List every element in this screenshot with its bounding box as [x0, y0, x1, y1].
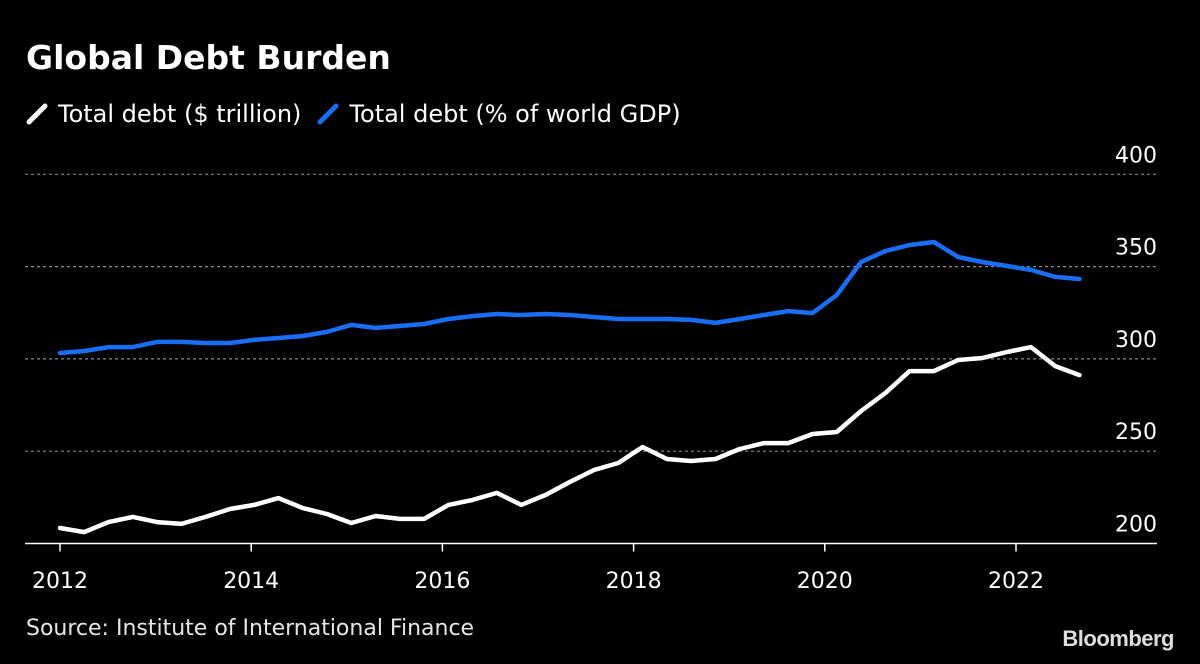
x-tick-label: 2022: [988, 569, 1044, 594]
y-tick-label: 350: [1115, 236, 1157, 261]
series-line-total-debt-gdp: [57, 239, 1082, 356]
y-tick-label: 400: [1115, 143, 1157, 168]
series-line-total-debt-trillion: [57, 344, 1082, 535]
legend-item-total-debt-gdp: Total debt (% of world GDP): [317, 100, 681, 128]
legend-label: Total debt ($ trillion): [58, 100, 302, 128]
y-tick-label: 250: [1115, 420, 1157, 445]
x-tick-label: 2020: [797, 569, 853, 594]
legend: Total debt ($ trillion) Total debt (% of…: [26, 100, 697, 128]
x-tick-label: 2012: [32, 569, 88, 594]
legend-swatch-white: [26, 103, 48, 125]
source-note: Source: Institute of International Finan…: [26, 616, 475, 641]
y-tick-label: 200: [1115, 513, 1157, 538]
y-tick-label: 300: [1115, 328, 1157, 353]
x-tick-label: 2014: [223, 569, 279, 594]
chart-title: Global Debt Burden: [26, 38, 391, 77]
bloomberg-logo: Bloomberg: [1062, 626, 1174, 651]
legend-swatch-blue: [317, 103, 339, 125]
x-tick-label: 2018: [606, 569, 662, 594]
x-tick-label: 2016: [414, 569, 470, 594]
legend-label: Total debt (% of world GDP): [349, 100, 681, 128]
legend-item-total-debt-trillion: Total debt ($ trillion): [26, 100, 301, 128]
